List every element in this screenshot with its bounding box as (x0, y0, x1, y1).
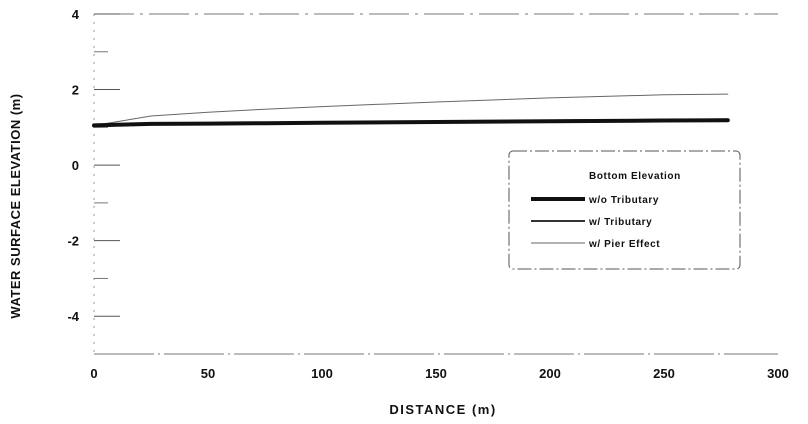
legend-header: Bottom Elevation (589, 171, 681, 182)
y-tick-label: 4 (72, 7, 80, 22)
series-line (93, 93, 729, 126)
x-tick-label: 300 (767, 366, 789, 381)
legend: Bottom Elevation w/o Tributary w/ Tributa… (508, 150, 741, 270)
x-tick-label: 250 (653, 366, 675, 381)
y-tick-label: 2 (72, 83, 79, 98)
legend-label: w/o Tributary (588, 195, 659, 206)
x-tick-label: 150 (425, 366, 447, 381)
y-axis-ticks: 4 2 0 -2 -4 (67, 7, 120, 355)
y-tick-label: 0 (72, 158, 79, 173)
legend-box (508, 150, 741, 270)
x-tick-label: 0 (90, 366, 97, 381)
x-tick-label: 50 (201, 366, 215, 381)
legend-label: w/ Tributary (588, 217, 652, 228)
x-axis-ticks: 0 50 100 150 200 250 300 (90, 366, 788, 381)
series-layer (92, 93, 730, 128)
y-tick-label: -4 (67, 309, 79, 324)
x-tick-label: 200 (539, 366, 561, 381)
y-axis-title: WATER SURFACE ELEVATION (m) (8, 93, 23, 318)
series-line (92, 118, 730, 128)
x-tick-label: 100 (311, 366, 333, 381)
legend-label: w/ Pier Effect (588, 239, 660, 250)
y-tick-label: -2 (67, 234, 79, 249)
grid (93, 13, 778, 355)
legend-items: w/o Tributary w/ Tributary w/ Pier Effect (531, 195, 660, 250)
x-axis-title: DISTANCE (m) (389, 402, 496, 417)
